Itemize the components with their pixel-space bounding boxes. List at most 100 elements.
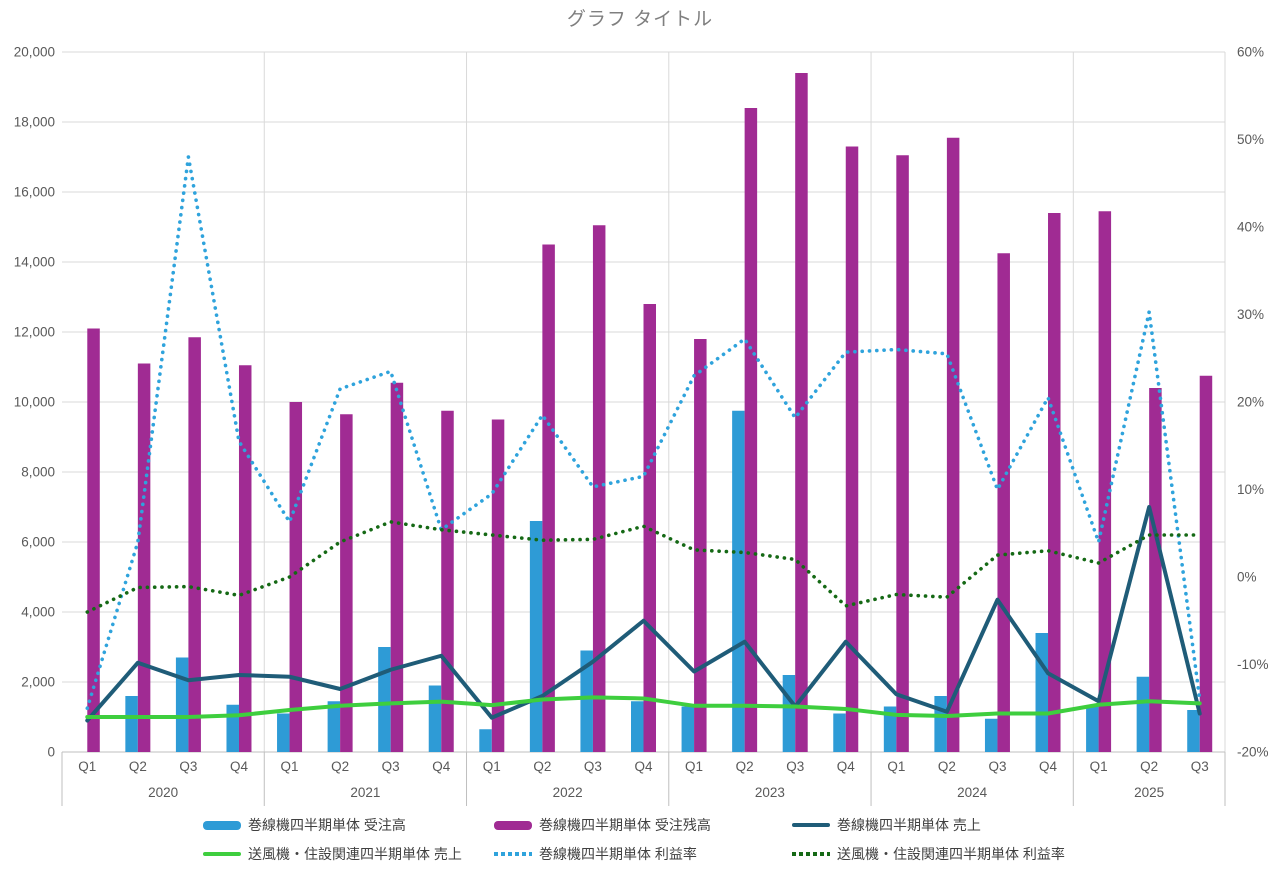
y-axis-label-left: 18,000: [14, 115, 55, 130]
bar-winder-backlog-bar: [390, 382, 404, 752]
legend-item-winder-sales-line: 巻線機四半期単体 売上: [792, 812, 981, 838]
bar-winder-backlog-bar: [542, 244, 555, 752]
y-axis-label-left: 2,000: [21, 675, 55, 690]
y-axis-label-right: 40%: [1237, 220, 1264, 235]
x-axis-quarter-label: Q3: [584, 759, 602, 774]
y-axis-label-right: 20%: [1237, 395, 1264, 410]
bar-winder-orders-bar: [1035, 633, 1049, 752]
bar-winder-orders-bar: [1086, 706, 1099, 752]
legend-row: 送風機・住設関連四半期単体 売上 巻線機四半期単体 利益率 送風機・住設関連四半期単…: [0, 841, 1280, 867]
legend-label: 巻線機四半期単体 受注高: [248, 817, 406, 833]
series-winder-margin-dotted: [85, 155, 1202, 711]
bar-winder-orders-bar: [580, 650, 593, 752]
legend-item-winder-margin-dotted: 巻線機四半期単体 利益率: [494, 841, 697, 867]
series-winder-sales-line: [85, 505, 1202, 723]
y-axis-label-left: 10,000: [14, 395, 55, 410]
x-axis-quarter-label: Q2: [1140, 759, 1158, 774]
bar-winder-orders-bar: [833, 713, 846, 752]
bar-winder-backlog-bar: [238, 365, 252, 752]
bar-winder-orders-bar: [175, 657, 189, 752]
x-axis-quarter-label: Q4: [634, 759, 653, 774]
x-axis-quarter-label: Q2: [736, 759, 754, 774]
x-axis-year-label: 2021: [350, 785, 380, 800]
x-axis-quarter-label: Q1: [685, 759, 703, 774]
y-axis-label-right: -10%: [1237, 657, 1269, 672]
bar-winder-backlog-bar: [896, 155, 909, 752]
x-axis-year-label: 2024: [957, 785, 988, 800]
series-fan-sales-line: [85, 695, 1202, 719]
bar-winder-backlog-bar: [1098, 211, 1112, 752]
x-axis-quarter-label: Q4: [837, 759, 856, 774]
legend-label: 送風機・住設関連四半期単体 売上: [248, 846, 462, 862]
bar-winder-backlog-bar: [1048, 213, 1061, 752]
y-axis-label-left: 20,000: [14, 45, 55, 60]
x-axis-quarter-label: Q2: [129, 759, 147, 774]
bar-winder-backlog-bar: [592, 225, 606, 752]
bar-winder-backlog-bar: [289, 402, 303, 752]
legend-swatch-bar: [494, 820, 532, 830]
bar-winder-orders-bar: [782, 675, 796, 752]
x-axis-quarter-label: Q4: [230, 759, 249, 774]
bar-winder-backlog-bar: [137, 363, 151, 752]
x-axis-quarter-label: Q1: [281, 759, 299, 774]
y-axis-label-right: 60%: [1237, 45, 1264, 60]
y-axis-label-left: 12,000: [14, 325, 55, 340]
x-axis-quarter-label: Q4: [432, 759, 451, 774]
bar-winder-orders-bar: [428, 685, 442, 752]
x-axis-quarter-label: Q2: [331, 759, 349, 774]
y-axis-label-right: 0%: [1237, 570, 1257, 585]
y-axis-label-right: 30%: [1237, 307, 1264, 322]
bar-winder-backlog-bar: [845, 146, 859, 752]
legend-row: 巻線機四半期単体 受注高 巻線機四半期単体 受注残高 巻線機四半期単体 売上: [0, 812, 1280, 838]
bar-winder-orders-bar: [529, 521, 543, 752]
x-axis-year-label: 2020: [148, 785, 178, 800]
bar-winder-orders-bar: [631, 701, 644, 752]
legend-swatch-dotted: [792, 852, 830, 856]
bar-winder-orders-bar: [1136, 676, 1150, 752]
x-axis-year-label: 2025: [1134, 785, 1164, 800]
legend-label: 送風機・住設関連四半期単体 利益率: [837, 846, 1065, 862]
legend-swatch-line: [203, 852, 241, 856]
x-axis-quarter-label: Q1: [1090, 759, 1108, 774]
x-axis-quarter-label: Q3: [179, 759, 197, 774]
bar-winder-orders-bar: [681, 706, 695, 752]
bar-winder-orders-bar: [984, 718, 998, 752]
bar-winder-backlog-bar: [694, 339, 707, 752]
bar-winder-orders-bar: [934, 696, 947, 752]
x-axis-quarter-label: Q2: [938, 759, 956, 774]
legend-swatch-dotted: [494, 852, 532, 856]
chart-title: グラフ タイトル: [566, 9, 714, 30]
legend-label: 巻線機四半期単体 受注残高: [539, 817, 711, 833]
x-axis-quarter-label: Q1: [887, 759, 905, 774]
legend-item-winder-backlog-bar: 巻線機四半期単体 受注残高: [494, 812, 711, 838]
x-axis-year-label: 2022: [553, 785, 583, 800]
bar-winder-orders-bar: [327, 701, 341, 752]
y-axis-label-left: 14,000: [14, 255, 55, 270]
bar-winder-backlog-bar: [997, 253, 1010, 752]
legend-label: 巻線機四半期単体 利益率: [539, 846, 697, 862]
bar-winder-orders-bar: [883, 706, 897, 752]
legend-item-fan-sales-line: 送風機・住設関連四半期単体 売上: [203, 841, 462, 867]
y-axis-label-right: 50%: [1237, 132, 1264, 147]
x-axis-quarter-label: Q4: [1039, 759, 1058, 774]
legend-item-fan-margin-dotted: 送風機・住設関連四半期単体 利益率: [792, 841, 1065, 867]
x-axis-quarter-label: Q3: [988, 759, 1006, 774]
bar-winder-orders-bar: [1187, 710, 1200, 752]
legend-swatch-bar: [203, 820, 241, 830]
bar-winder-backlog-bar: [1199, 375, 1213, 752]
x-axis-quarter-label: Q2: [533, 759, 551, 774]
x-axis-year-label: 2023: [755, 785, 785, 800]
bar-winder-orders-bar: [277, 713, 290, 752]
series-fan-margin-dotted: [85, 520, 1202, 614]
chart-canvas: 0 2,000 4,000 6,000 8,000 10,000 12,000 14,000 1…: [14, 45, 1269, 806]
bar-winder-backlog-bar: [491, 419, 505, 752]
bar-winder-backlog-bar: [340, 414, 353, 752]
bar-winder-backlog-bar: [795, 73, 808, 752]
bar-winder-orders-bar: [226, 704, 239, 752]
y-axis-label-right: -20%: [1237, 745, 1269, 760]
bar-winder-orders-bar: [732, 410, 745, 752]
x-axis-quarter-label: Q1: [78, 759, 96, 774]
y-axis-label-right: 10%: [1237, 482, 1264, 497]
x-axis-quarter-label: Q3: [786, 759, 804, 774]
